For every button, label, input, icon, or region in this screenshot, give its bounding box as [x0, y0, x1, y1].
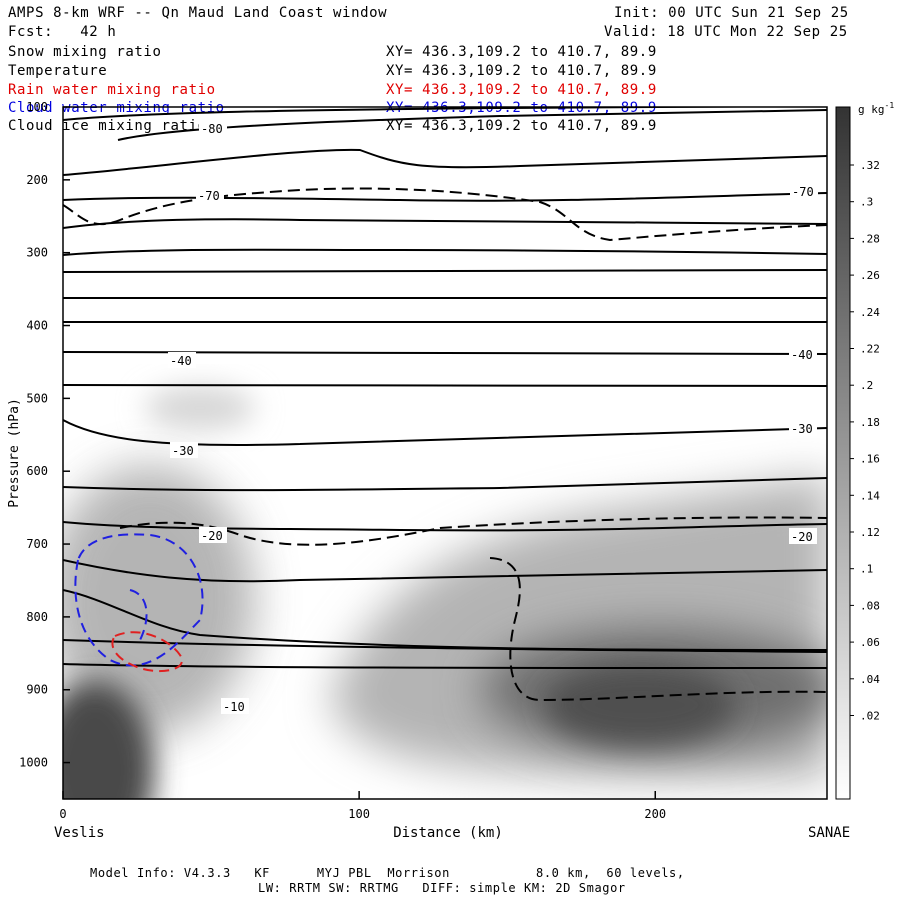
valid-time: Valid: 18 UTC Mon 22 Sep 25	[604, 24, 848, 40]
colorbar-label: .08	[860, 599, 880, 612]
contour-label: -80	[201, 122, 223, 136]
contour-label: -20	[791, 530, 813, 544]
snow-region-upper	[145, 386, 255, 430]
plot-frame	[62, 106, 828, 800]
colorbar-label: .12	[860, 526, 880, 539]
colorbar-label: .14	[860, 489, 880, 502]
contour-labels: -80 -70 -70 -40 -40 -30 -30 -20 -20 -10	[170, 122, 814, 714]
colorbar-label: .24	[860, 306, 880, 319]
field-xy-rain: XY= 436.3,109.2 to 410.7, 89.9	[386, 82, 657, 98]
model-info-line2: LW: RRTM SW: RRTMG DIFF: simple KM: 2D S…	[258, 881, 626, 895]
field-name-cloud-water: Cloud water mixing ratio	[8, 100, 225, 116]
colorbar-unit: g kg-1	[858, 101, 894, 116]
snow-shading	[63, 386, 827, 799]
colorbar-label: .16	[860, 453, 880, 466]
colorbar-label: .02	[860, 710, 880, 723]
cloud-ice-contours	[63, 187, 827, 702]
colorbar-label: .22	[860, 343, 880, 356]
contour-label: -30	[791, 422, 813, 436]
y-tick-label: 200	[26, 173, 48, 187]
y-tick-label: 400	[26, 319, 48, 333]
colorbar-label: .06	[860, 636, 880, 649]
field-xy-snow: XY= 436.3,109.2 to 410.7, 89.9	[386, 44, 657, 60]
y-tick-label: 700	[26, 537, 48, 551]
colorbar-label: .04	[860, 673, 880, 686]
x-axis-label: Distance (km)	[393, 825, 503, 841]
x-tick-label: 100	[348, 807, 370, 821]
colorbar-label: .3	[860, 196, 873, 209]
colorbar-label: .18	[860, 416, 880, 429]
x-tick-label: 200	[644, 807, 666, 821]
contour-label: -20	[201, 529, 223, 543]
y-tick-label: 500	[26, 391, 48, 405]
colorbar-label: .28	[860, 232, 880, 245]
contour-label: -70	[792, 185, 814, 199]
y-axis-label: Pressure (hPa)	[7, 398, 22, 508]
field-name-rain: Rain water mixing ratio	[8, 82, 216, 98]
contour-label: -40	[170, 354, 192, 368]
colorbar-label: .32	[860, 159, 880, 172]
colorbar-label: .1	[860, 563, 873, 576]
field-name-temperature: Temperature	[8, 63, 108, 79]
colorbar-unit-exp: -1	[885, 101, 895, 110]
rain-water-contours	[111, 631, 183, 673]
x-tick-label: 0	[59, 807, 66, 821]
model-info-line1: Model Info: V4.3.3 KF MYJ PBL Morrison 8…	[90, 866, 685, 880]
snow-region-left-core	[63, 680, 155, 799]
colorbar-label: .2	[860, 379, 873, 392]
contour-label-halos	[168, 120, 818, 714]
y-tick-label: 800	[26, 610, 48, 624]
contour-label: -70	[198, 189, 220, 203]
init-time: Init: 00 UTC Sun 21 Sep 25	[614, 5, 849, 21]
field-xy-cloud-ice: XY= 436.3,109.2 to 410.7, 89.9	[386, 118, 657, 134]
colorbar-gradient	[835, 106, 851, 800]
field-xy-temperature: XY= 436.3,109.2 to 410.7, 89.9	[386, 63, 657, 79]
field-name-cloud-ice: Cloud ice mixing ratio	[8, 118, 207, 134]
temperature-contours	[63, 107, 827, 669]
chart-title: AMPS 8-km WRF -- Qn Maud Land Coast wind…	[8, 5, 388, 21]
snow-region-right-max	[545, 665, 735, 745]
y-tick-label: 1000	[19, 756, 48, 770]
y-tick-label: 600	[26, 464, 48, 478]
cloud-water-contours	[74, 533, 204, 667]
contour-label: -30	[172, 444, 194, 458]
y-tick-label: 900	[26, 683, 48, 697]
x-endpoint-left: Veslis	[54, 825, 105, 841]
y-axis: 100 200 300 400 500 600 700 800 900 1000	[19, 100, 70, 770]
colorbar-unit-base: g kg	[858, 103, 885, 116]
contour-label: -10	[223, 700, 245, 714]
colorbar-label: .26	[860, 269, 880, 282]
y-tick-label: 300	[26, 246, 48, 260]
x-endpoint-right: SANAE	[808, 825, 850, 841]
contour-label: -40	[791, 348, 813, 362]
forecast-hour: Fcst: 42 h	[8, 24, 117, 40]
x-axis: 0 100 200	[59, 791, 666, 821]
colorbar: .32 .3 .28 .26 .24 .22 .2 .18 .16 .14 .12 .1 .08 .06.…	[835, 101, 894, 800]
y-tick-label: 100	[26, 100, 48, 114]
field-name-snow: Snow mixing ratio	[8, 44, 162, 60]
